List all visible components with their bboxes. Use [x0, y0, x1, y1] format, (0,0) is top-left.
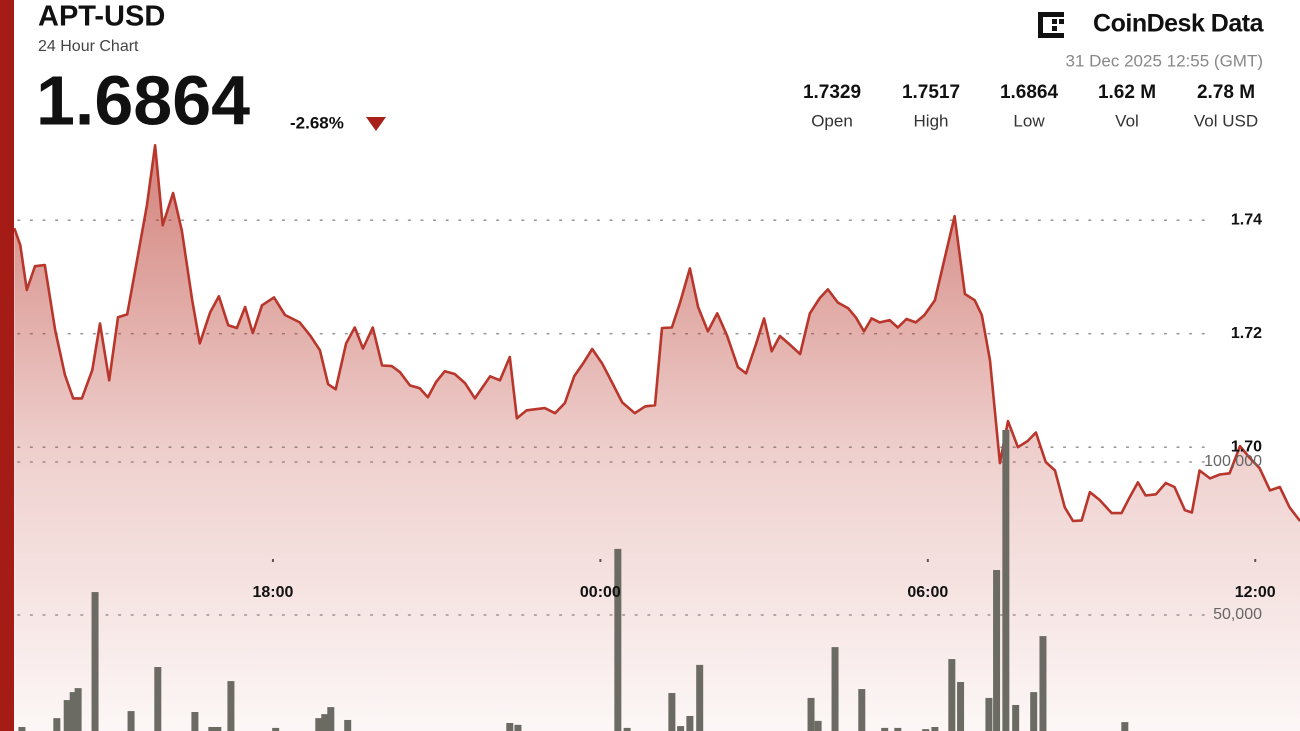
- change: -2.68%: [290, 113, 344, 132]
- stat-label: High: [914, 111, 949, 130]
- volume-bar: [321, 714, 329, 731]
- volume-bar: [1030, 692, 1038, 731]
- volume-bar: [18, 726, 26, 731]
- y-tick-label: 50,000: [1213, 606, 1262, 623]
- volume-bar: [807, 697, 815, 731]
- brand: CoinDesk Data: [1093, 10, 1265, 38]
- x-tick-label: 12:00: [1235, 584, 1276, 601]
- volume-bar: [344, 719, 352, 731]
- volume-bar: [614, 548, 622, 731]
- y-tick-label: 100,000: [1204, 453, 1262, 470]
- x-tick-label: 00:00: [580, 584, 621, 601]
- x-tick-label: 18:00: [252, 584, 293, 601]
- volume-bar: [53, 718, 61, 731]
- tick-labels: 1.70 1.72 1.74 18:00 00:00 06:00 12:00 50,000 10…: [252, 211, 1275, 623]
- volume-bar: [208, 726, 216, 731]
- volume-bar: [1121, 722, 1129, 731]
- volume-bar: [154, 667, 162, 731]
- volume-bar: [881, 727, 889, 731]
- volume-bar: [696, 664, 704, 731]
- marks: [13, 144, 1300, 731]
- volume-bar: [831, 647, 839, 731]
- volume-bar: [985, 697, 993, 731]
- volume-bar: [327, 707, 335, 731]
- volume-bar: [814, 720, 822, 731]
- volume-bar: [922, 729, 930, 731]
- accent-strip: [0, 0, 14, 731]
- area-fill: [14, 145, 1300, 731]
- volume-bar: [127, 711, 135, 731]
- volume-bar: [677, 726, 685, 731]
- stat-value: 2.78 M: [1197, 82, 1255, 103]
- volume-bar: [686, 715, 694, 731]
- volume-bar: [74, 688, 82, 731]
- volume-bar: [227, 681, 235, 731]
- price-line: [13, 144, 1300, 523]
- volume-bar: [63, 700, 71, 731]
- y-tick-label: 1.74: [1231, 211, 1262, 228]
- volume-bar: [623, 727, 631, 731]
- stat-value: 1.62 M: [1098, 82, 1156, 103]
- volume-bar: [957, 682, 965, 731]
- stat-value: 1.6864: [1000, 82, 1059, 103]
- volume-bar: [993, 570, 1001, 731]
- volume-bar: [668, 693, 676, 731]
- volume-bar: [858, 689, 866, 731]
- volume-bar: [91, 592, 99, 731]
- plot-area: 1.70 1.72 1.74 18:00 00:00 06:00 12:00 50,000 10…: [13, 144, 1300, 731]
- y-tick-label: 1.72: [1231, 325, 1262, 342]
- x-tick-label: 06:00: [907, 584, 948, 601]
- stat-label: Vol USD: [1194, 111, 1258, 130]
- volume-bar: [894, 727, 902, 731]
- volume-bar: [514, 724, 522, 731]
- timestamp: 31 Dec 2025 12:55 (GMT): [1066, 51, 1263, 70]
- brand-logo: [1038, 12, 1064, 38]
- subtitle: 24 Hour Chart: [38, 38, 139, 55]
- stat-label: Open: [811, 111, 853, 130]
- volume-bar: [69, 692, 77, 731]
- title: APT-USD: [38, 1, 165, 33]
- volume-bar: [931, 726, 939, 731]
- volume-bar: [191, 711, 199, 731]
- volume-bar: [1012, 704, 1020, 731]
- price: 1.6864: [36, 61, 250, 139]
- volume-bar: [1002, 429, 1010, 731]
- stat-value: 1.7517: [902, 82, 960, 103]
- stat-value: 1.7329: [803, 82, 861, 103]
- stats: 1.7329 Open 1.7517 High 1.6864 Low 1.62 M Vol 2.…: [803, 82, 1258, 130]
- stat-label: Low: [1013, 111, 1045, 130]
- volume-bar: [214, 726, 222, 731]
- stat-label: Vol: [1115, 111, 1139, 130]
- volume-bar: [948, 659, 956, 731]
- volume-bar: [506, 723, 514, 731]
- down-arrow: [366, 117, 386, 131]
- volume-bar: [315, 718, 323, 731]
- volume-bar: [1039, 636, 1047, 731]
- volume-bar: [272, 727, 280, 731]
- y-tick-label: 1.70: [1231, 438, 1262, 455]
